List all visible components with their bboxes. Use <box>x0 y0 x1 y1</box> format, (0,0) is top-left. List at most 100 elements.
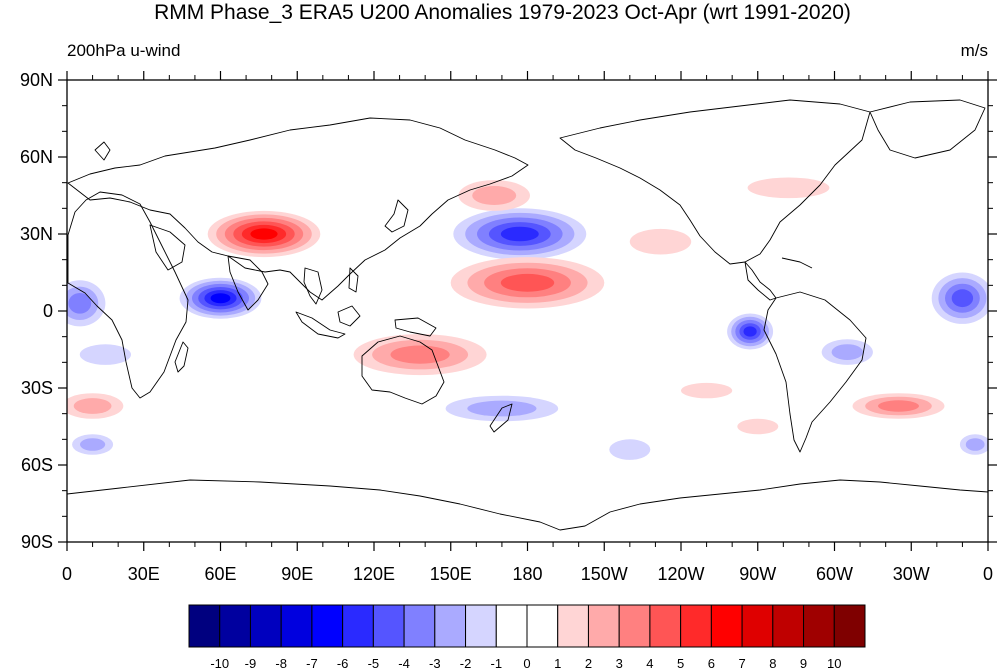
x-tick-label: 90E <box>281 564 313 584</box>
x-tick-label: 90W <box>739 564 776 584</box>
x-tick-label: 180 <box>512 564 542 584</box>
colorbar-label: -5 <box>368 656 380 671</box>
colorbar-label: -7 <box>306 656 318 671</box>
anomaly-center <box>458 180 530 211</box>
anomaly-center <box>450 257 605 309</box>
anomaly-contour <box>390 345 450 364</box>
y-tick-label: 60N <box>20 147 53 167</box>
anomaly-center <box>959 434 988 455</box>
anomaly-center <box>67 280 106 327</box>
variable-label: 200hPa u-wind <box>67 41 181 60</box>
colorbar-label: 6 <box>708 656 715 671</box>
y-tick-label: 90S <box>21 532 53 552</box>
anomaly-center <box>79 344 131 365</box>
colorbar-label: -4 <box>398 656 410 671</box>
anomaly-contour <box>681 382 733 399</box>
colorbar-box <box>249 604 282 648</box>
anomaly-center <box>72 434 114 455</box>
colorbar-label: 9 <box>800 656 807 671</box>
map-title: RMM Phase_3 ERA5 U200 Anomalies 1979-202… <box>154 1 851 24</box>
anomaly-center <box>852 393 945 419</box>
y-tick-label: 30S <box>21 378 53 398</box>
colorbar-label: 7 <box>738 656 745 671</box>
anomaly-center <box>681 382 733 399</box>
colorbar-box <box>710 604 743 648</box>
anomaly-center <box>609 439 651 460</box>
anomaly-contour <box>500 226 539 242</box>
y-tick-label: 0 <box>43 301 53 321</box>
x-tick-label: 60E <box>204 564 236 584</box>
anomaly-contour <box>68 293 92 314</box>
colorbar-box <box>649 604 682 648</box>
colorbar-label: -10 <box>210 656 229 671</box>
coastlines <box>67 99 988 531</box>
anomaly-contour <box>210 293 231 304</box>
colorbar-label: -9 <box>245 656 257 671</box>
colorbar-box <box>772 604 805 648</box>
x-tick-label: 120W <box>657 564 704 584</box>
colorbar-label: -2 <box>460 656 472 671</box>
anomaly-center <box>207 210 321 258</box>
x-tick-label: 30E <box>128 564 160 584</box>
x-tick-label: 30W <box>893 564 930 584</box>
anomaly-center <box>629 228 692 255</box>
colorbar-box <box>280 604 313 648</box>
anomaly-center <box>727 313 774 350</box>
colorbar-box <box>680 604 712 648</box>
colorbar-label: 8 <box>769 656 776 671</box>
y-tick-label: 60S <box>21 455 53 475</box>
anomaly-contours <box>67 177 988 460</box>
colorbar-box <box>618 604 651 648</box>
anomaly-contour <box>951 289 974 308</box>
colorbar-label: 1 <box>554 656 561 671</box>
colorbar-label: -1 <box>490 656 502 671</box>
colorbar-box <box>342 604 374 648</box>
anomaly-contour <box>747 177 830 199</box>
colorbar-box <box>465 604 497 648</box>
colorbar-box <box>526 604 559 648</box>
colorbar-label: 2 <box>585 656 592 671</box>
colorbar-box <box>495 604 528 648</box>
x-tick-label: 150W <box>581 564 628 584</box>
anomaly-center <box>931 272 988 324</box>
colorbar-box <box>188 604 221 648</box>
anomaly-contour <box>831 344 863 360</box>
anomaly-center <box>67 393 124 419</box>
colorbar-box <box>403 604 436 648</box>
x-tick-label: 0 <box>983 564 993 584</box>
colorbar-box <box>557 604 589 648</box>
colorbar-label: -8 <box>275 656 287 671</box>
colorbar-label: -6 <box>337 656 349 671</box>
colorbar-box <box>311 604 344 648</box>
anomaly-center <box>747 177 830 199</box>
colorbar: -10 -9 -8 -7 -6 -5 -4 -3 -2 -1 0 1 2 3 4 5 6 7 8 9 10 <box>188 604 866 671</box>
anomaly-contour <box>500 273 555 292</box>
colorbar-box <box>741 604 774 648</box>
colorbar-label: 3 <box>616 656 623 671</box>
y-tick-label: 30N <box>20 224 53 244</box>
colorbar-label: 0 <box>523 656 530 671</box>
colorbar-box <box>833 604 866 648</box>
colorbar-label: 10 <box>827 656 841 671</box>
anomaly-contour <box>73 398 112 414</box>
colorbar-box <box>372 604 405 648</box>
anomaly-contour <box>250 228 278 240</box>
anomaly-center <box>453 208 587 260</box>
colorbar-label: -3 <box>429 656 441 671</box>
colorbar-box <box>219 604 251 648</box>
colorbar-label: 5 <box>677 656 684 671</box>
anomaly-contour <box>609 439 651 460</box>
anomaly-center <box>353 334 487 376</box>
x-tick-label: 120E <box>353 564 395 584</box>
colorbar-box <box>587 604 620 648</box>
anomaly-contour <box>737 418 779 435</box>
anomaly-contour <box>878 400 919 412</box>
anomaly-contour <box>743 326 757 337</box>
anomaly-center <box>821 339 873 365</box>
axes: 0 30E 60E 90E 120E 150E 180 150W 120W 90W 60W 30W 09… <box>20 70 997 584</box>
units-label: m/s <box>960 41 988 60</box>
anomaly-contour <box>79 344 131 365</box>
y-tick-label: 90N <box>20 70 53 90</box>
anomaly-contour <box>80 438 106 451</box>
x-tick-label: 60W <box>816 564 853 584</box>
